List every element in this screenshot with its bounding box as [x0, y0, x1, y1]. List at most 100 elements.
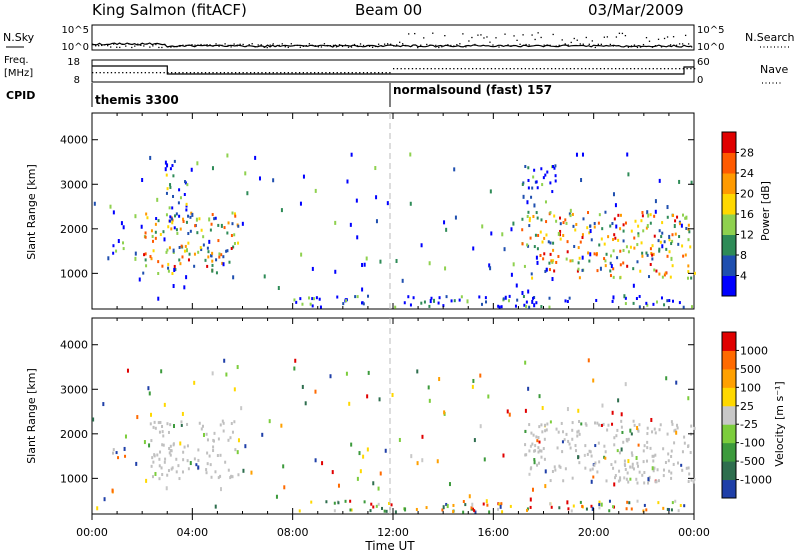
nave-dot: [441, 68, 444, 70]
echo-cell: [646, 446, 649, 450]
echo-cell: [171, 164, 174, 168]
echo-cell: [594, 444, 597, 448]
echo-cell: [480, 302, 483, 306]
echo-cell: [666, 205, 669, 210]
noise-search-dot: [474, 43, 476, 46]
echo-cell: [179, 262, 182, 266]
echo-cell: [674, 219, 677, 223]
echo-cell: [497, 507, 500, 511]
echo-cell: [638, 305, 641, 309]
echo-cell: [683, 435, 686, 439]
echo-cell: [562, 479, 565, 483]
echo-cell: [575, 222, 578, 226]
echo-cell: [314, 458, 317, 463]
noise-search-dot: [245, 45, 247, 48]
noise-search-dot: [669, 44, 672, 46]
echo-cell: [215, 258, 218, 262]
echo-cell: [535, 255, 538, 260]
echo-cell: [134, 251, 137, 256]
echo-cell: [299, 297, 302, 301]
echo-cell: [543, 252, 546, 256]
echo-cell: [687, 223, 690, 227]
echo-cell: [670, 454, 673, 458]
velocity-colorbar-tick-label: -500: [740, 455, 765, 468]
echo-cell: [445, 295, 448, 299]
noise-search-dot: [393, 45, 395, 47]
echo-cell: [646, 224, 649, 229]
echo-cell: [527, 166, 530, 170]
nave-dot: [535, 68, 538, 70]
echo-cell: [682, 305, 685, 309]
echo-cell: [454, 215, 457, 220]
echo-cell: [602, 422, 605, 426]
x-tick-label: 04:00: [176, 526, 208, 539]
echo-cell: [645, 508, 648, 512]
echo-cell: [618, 469, 621, 473]
echo-cell: [527, 386, 530, 391]
echo-cell: [151, 475, 154, 479]
echo-cell: [627, 437, 630, 441]
echo-cell: [624, 467, 627, 471]
echo-cell: [529, 505, 532, 509]
echo-cell: [145, 212, 148, 216]
echo-cell: [662, 468, 665, 472]
echo-cell: [441, 508, 444, 512]
echo-cell: [679, 503, 682, 507]
echo-cell: [177, 464, 180, 468]
echo-cell: [172, 424, 175, 429]
echo-cell: [144, 258, 147, 262]
noise-search-dot: [329, 45, 332, 47]
echo-cell: [293, 366, 296, 371]
noise-search-dot: [113, 43, 115, 45]
echo-cell: [506, 409, 509, 414]
noise-search-dot: [531, 34, 533, 36]
nave-dot: [193, 72, 195, 74]
nave-dot: [505, 68, 508, 70]
echo-cell: [658, 272, 661, 276]
echo-cell: [225, 249, 228, 253]
echo-cell: [213, 431, 216, 435]
echo-cell: [211, 166, 214, 171]
velocity-colorbar-tick-label: -1000: [740, 474, 772, 487]
echo-cell: [613, 443, 616, 447]
nave-dot: [607, 68, 609, 70]
echo-cell: [312, 297, 315, 301]
echo-cell: [154, 222, 157, 226]
echo-cell: [592, 475, 595, 479]
echo-cell: [120, 221, 123, 226]
nave-dot: [547, 68, 549, 70]
echo-cell: [687, 479, 690, 483]
echo-cell: [542, 257, 545, 261]
nave-dot: [675, 68, 677, 70]
echo-cell: [446, 504, 449, 509]
echo-cell: [682, 254, 685, 258]
echo-cell: [535, 435, 538, 439]
nave-dot: [419, 68, 421, 70]
noise-search-dot: [287, 46, 289, 49]
echo-cell: [605, 252, 608, 256]
echo-cell: [688, 472, 691, 476]
nave-dot: [596, 68, 598, 70]
echo-cell: [578, 432, 581, 436]
echo-cell: [566, 407, 569, 412]
nave-dot: [171, 72, 173, 74]
echo-cell: [190, 211, 193, 215]
echo-cell: [564, 467, 567, 471]
echo-cell: [646, 303, 649, 307]
echo-cell: [690, 276, 693, 280]
echo-cell: [175, 457, 178, 461]
echo-cell: [637, 464, 640, 468]
noise-search-dot: [666, 36, 669, 38]
echo-cell: [122, 241, 125, 245]
echo-cell: [689, 451, 692, 455]
echo-cell: [173, 267, 176, 272]
echo-cell: [420, 243, 423, 248]
echo-cell: [538, 394, 541, 399]
echo-cell: [604, 210, 607, 214]
echo-cell: [394, 305, 397, 309]
echo-cell: [136, 415, 139, 420]
echo-cell: [295, 300, 298, 304]
echo-cell: [629, 477, 632, 481]
noise-search-dot: [681, 43, 684, 45]
noise-search-dot: [450, 44, 452, 47]
